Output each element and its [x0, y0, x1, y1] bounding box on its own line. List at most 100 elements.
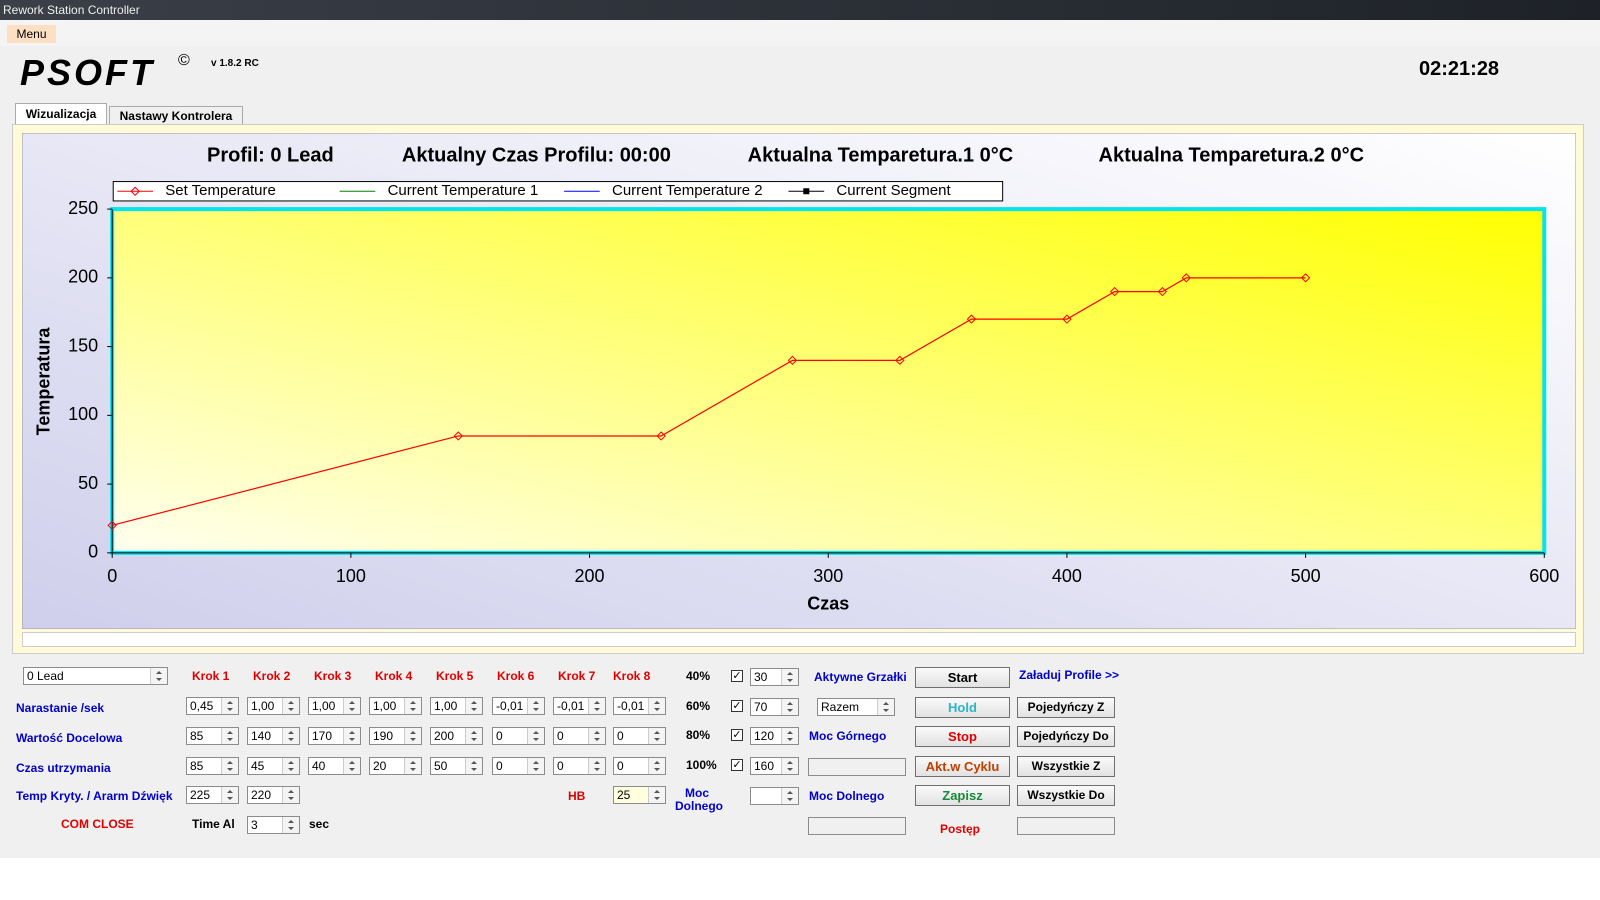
button[interactable]: Akt.w Cyklu — [915, 756, 1010, 777]
input[interactable]: 85 — [186, 727, 239, 745]
spinner[interactable] — [221, 787, 238, 803]
heaters-label: Aktywne Grzałki — [814, 670, 907, 684]
input[interactable]: 0,45 — [186, 697, 239, 715]
input[interactable]: 25 — [613, 786, 666, 804]
button[interactable]: Stop — [915, 726, 1010, 747]
input-value: 0 — [617, 729, 624, 743]
input[interactable]: 200 — [430, 727, 483, 745]
input-value: 190 — [373, 729, 394, 743]
legend — [112, 181, 1004, 202]
button[interactable]: Wszystkie Do — [1017, 785, 1115, 806]
spinner[interactable] — [588, 758, 605, 774]
spinner[interactable] — [648, 698, 665, 714]
spinner[interactable] — [588, 698, 605, 714]
input[interactable]: 120 — [750, 727, 799, 745]
button[interactable]: Wszystkie Z — [1017, 756, 1115, 777]
spinner[interactable] — [465, 728, 482, 744]
spinner[interactable] — [343, 728, 360, 744]
input[interactable]: 0 — [492, 757, 545, 775]
input[interactable]: 0 — [492, 727, 545, 745]
logo: PSOFT — [20, 52, 156, 93]
input[interactable]: 0 — [553, 727, 606, 745]
scrollbar[interactable] — [22, 632, 1576, 647]
spinner[interactable] — [781, 699, 798, 715]
input[interactable]: 0 Lead — [23, 667, 168, 685]
input[interactable]: 220 — [247, 786, 300, 804]
spinner[interactable] — [343, 758, 360, 774]
menu-item[interactable]: Menu — [7, 25, 56, 43]
input[interactable]: 1,00 — [369, 697, 422, 715]
spinner[interactable] — [781, 669, 798, 685]
input-value: 30 — [754, 670, 768, 684]
input-value: 50 — [434, 759, 448, 773]
input[interactable]: 20 — [369, 757, 422, 775]
checkbox[interactable]: ✓ — [731, 700, 743, 712]
input[interactable]: 170 — [308, 727, 361, 745]
window-title: Rework Station Controller — [3, 3, 140, 17]
spinner[interactable] — [282, 787, 299, 803]
input[interactable]: 225 — [186, 786, 239, 804]
spinner[interactable] — [282, 817, 299, 833]
spinner[interactable] — [282, 728, 299, 744]
input[interactable]: 40 — [308, 757, 361, 775]
button[interactable]: Pojedyńczy Z — [1017, 697, 1115, 718]
checkbox[interactable]: ✓ — [731, 759, 743, 771]
spinner[interactable] — [781, 758, 798, 774]
spinner[interactable] — [404, 728, 421, 744]
checkbox[interactable]: ✓ — [731, 670, 743, 682]
input[interactable]: 1,00 — [247, 697, 300, 715]
spinner[interactable] — [648, 758, 665, 774]
input[interactable]: 50 — [430, 757, 483, 775]
input[interactable]: Razem — [817, 698, 895, 716]
input[interactable]: 45 — [247, 757, 300, 775]
input[interactable]: -0,01 — [613, 697, 666, 715]
input[interactable]: 70 — [750, 698, 799, 716]
spinner[interactable] — [465, 758, 482, 774]
input[interactable]: -0,01 — [553, 697, 606, 715]
input-value: 0 — [557, 759, 564, 773]
input[interactable]: 30 — [750, 668, 799, 686]
input[interactable]: -0,01 — [492, 697, 545, 715]
dropdown-arrow[interactable] — [781, 788, 798, 804]
marker — [453, 431, 463, 441]
spinner[interactable] — [221, 728, 238, 744]
button[interactable]: Pojedyńczy Do — [1017, 726, 1115, 747]
spinner[interactable] — [282, 698, 299, 714]
spinner[interactable] — [648, 728, 665, 744]
input[interactable]: 85 — [186, 757, 239, 775]
input[interactable]: 0 — [613, 727, 666, 745]
input-value: -0,01 — [557, 699, 585, 713]
input[interactable]: 140 — [247, 727, 300, 745]
button[interactable]: Start — [915, 667, 1010, 688]
spinner[interactable] — [588, 728, 605, 744]
spinner[interactable] — [221, 758, 238, 774]
spinner[interactable] — [465, 698, 482, 714]
input[interactable]: 160 — [750, 757, 799, 775]
spinner[interactable] — [404, 758, 421, 774]
spinner[interactable] — [648, 787, 665, 803]
input[interactable]: 1,00 — [308, 697, 361, 715]
spinner[interactable] — [343, 698, 360, 714]
input[interactable]: 3 — [247, 816, 300, 834]
spinner[interactable] — [781, 728, 798, 744]
spinner[interactable] — [527, 758, 544, 774]
dropdown-arrow[interactable] — [150, 668, 167, 684]
input[interactable]: 0 — [613, 757, 666, 775]
input[interactable]: 0 — [553, 757, 606, 775]
moc-gornego: Moc Górnego — [809, 729, 887, 743]
y-tick-label: 250 — [68, 198, 98, 218]
spinner[interactable] — [221, 698, 238, 714]
tab[interactable]: Nastawy Kontrolera — [109, 106, 243, 125]
tab[interactable]: Wizualizacja — [15, 103, 107, 125]
spinner[interactable] — [527, 698, 544, 714]
dropdown-arrow[interactable] — [877, 699, 894, 715]
button[interactable]: Zapisz — [915, 785, 1010, 806]
spinner[interactable] — [527, 728, 544, 744]
button[interactable]: Hold — [915, 697, 1010, 718]
input[interactable]: 190 — [369, 727, 422, 745]
input[interactable]: 1,00 — [430, 697, 483, 715]
spinner[interactable] — [282, 758, 299, 774]
spinner[interactable] — [404, 698, 421, 714]
checkbox[interactable]: ✓ — [731, 729, 743, 741]
input[interactable] — [750, 787, 799, 805]
